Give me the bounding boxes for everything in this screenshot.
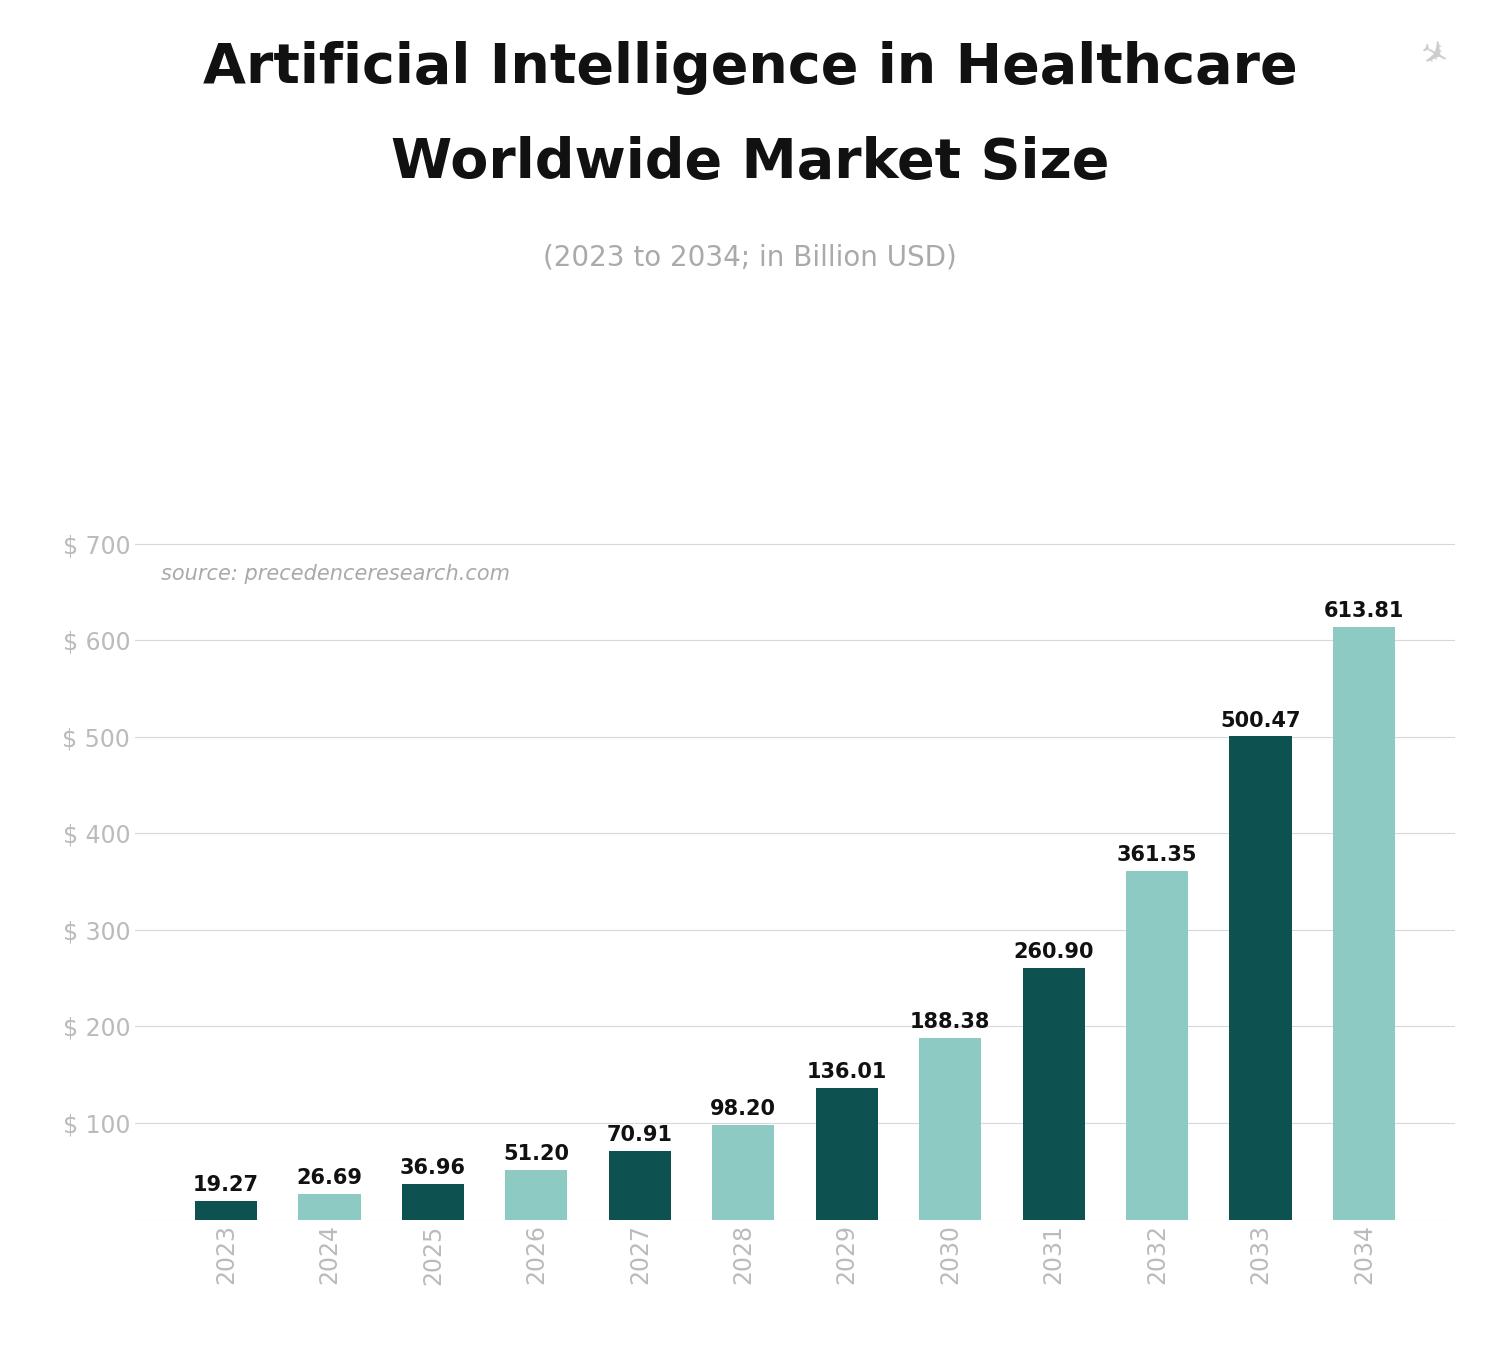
Bar [1126,871,1188,1220]
Text: 51.20: 51.20 [504,1144,570,1164]
Text: 260.90: 260.90 [1014,942,1094,962]
Bar [1230,737,1292,1220]
Bar [195,1201,256,1220]
Bar [609,1150,670,1220]
Bar [402,1184,464,1220]
Text: 26.69: 26.69 [297,1168,363,1188]
Text: Artificial Intelligence in Healthcare: Artificial Intelligence in Healthcare [202,41,1298,95]
Text: 136.01: 136.01 [807,1062,886,1083]
Bar [816,1088,878,1220]
Text: ✈: ✈ [1412,34,1454,76]
Text: 19.27: 19.27 [194,1175,260,1195]
Text: 70.91: 70.91 [608,1125,674,1145]
Bar [712,1125,774,1220]
Text: 500.47: 500.47 [1221,710,1300,730]
Text: source: precedenceresearch.com: source: precedenceresearch.com [162,564,510,584]
Text: Worldwide Market Size: Worldwide Market Size [392,136,1108,190]
Text: 98.20: 98.20 [711,1099,777,1119]
Bar [1334,627,1395,1220]
Text: 36.96: 36.96 [400,1159,466,1177]
Bar [1023,967,1084,1220]
Bar [298,1194,360,1220]
Bar [506,1171,567,1220]
Bar [920,1038,981,1220]
Text: 188.38: 188.38 [910,1012,990,1033]
Text: 361.35: 361.35 [1118,846,1197,864]
Text: 613.81: 613.81 [1324,602,1404,621]
Text: (2023 to 2034; in Billion USD): (2023 to 2034; in Billion USD) [543,244,957,272]
